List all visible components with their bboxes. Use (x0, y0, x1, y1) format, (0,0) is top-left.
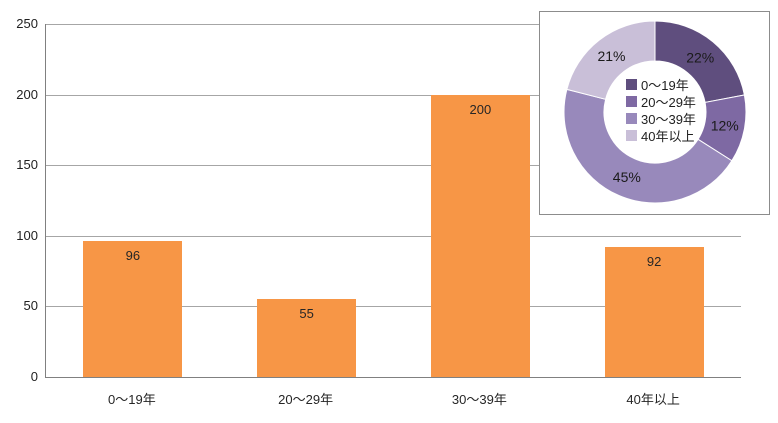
bar (604, 247, 704, 377)
legend-swatch (626, 113, 637, 124)
bar-data-label: 200 (469, 101, 492, 117)
legend-swatch (626, 79, 637, 90)
x-axis-category-label: 0〜19年 (108, 392, 156, 407)
y-axis-tick-label: 150 (16, 157, 38, 173)
donut-percent-label: 45% (613, 169, 641, 185)
y-gridline (46, 24, 741, 25)
y-axis-tick-label: 250 (16, 16, 38, 31)
y-gridline (46, 235, 741, 237)
bar-data-label: 55 (299, 306, 314, 322)
legend-item: 0〜19年 (626, 76, 696, 93)
bar (430, 94, 530, 377)
plot-area: 96 55 200 92 (45, 24, 741, 378)
donut-slice (566, 20, 656, 100)
legend-item: 40年以上 (626, 127, 696, 144)
y-gridline (46, 306, 741, 308)
donut-percent-label: 12% (711, 117, 739, 133)
y-gridline (46, 165, 741, 167)
legend-label: 40年以上 (641, 129, 695, 144)
bar-data-label: 92 (646, 254, 662, 270)
x-axis-category-label: 30〜39年 (451, 392, 507, 407)
legend-item: 30〜39年 (626, 110, 696, 127)
legend-label: 0〜19年 (641, 78, 689, 93)
legend-swatch (626, 96, 637, 107)
bar (83, 241, 183, 377)
legend-swatch (626, 130, 637, 141)
donut-percent-label: 21% (597, 48, 625, 64)
x-axis-category-label: 20〜29年 (278, 392, 334, 407)
y-axis-tick-label: 200 (16, 86, 38, 102)
legend-item: 20〜29年 (626, 93, 696, 110)
donut-percent-label: 22% (686, 49, 714, 65)
legend-label: 20〜29年 (641, 95, 696, 110)
donut-slice (563, 88, 733, 204)
donut-legend: 0〜19年 20〜29年 30〜39年 40年以上 (626, 76, 696, 144)
y-gridline (46, 94, 741, 96)
y-axis-tick-label: 100 (16, 227, 38, 243)
donut-chart: 22% 12% 45% 21% (563, 20, 747, 204)
y-axis-tick-label: 50 (23, 298, 38, 314)
y-axis-tick-label: 0 (30, 369, 38, 384)
bar-data-label: 96 (125, 248, 141, 264)
bar (257, 299, 357, 377)
donut-inset-panel: 22% 12% 45% 21% 0〜19年 20〜29年 30〜39年 40年以上 (539, 11, 770, 215)
legend-label: 30〜39年 (641, 112, 696, 127)
x-axis-category-label: 40年以上 (626, 392, 680, 407)
